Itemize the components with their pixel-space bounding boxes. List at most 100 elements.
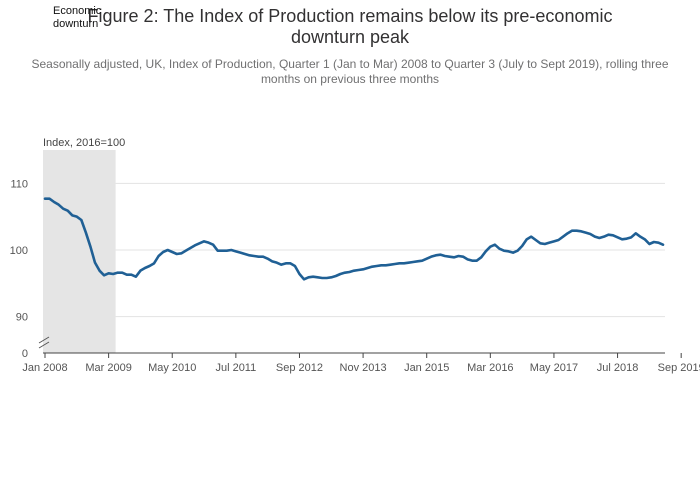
data-point: [625, 237, 627, 239]
data-point: [648, 243, 650, 245]
data-point: [294, 265, 296, 267]
data-point: [262, 255, 264, 257]
data-point: [189, 247, 191, 249]
data-point: [235, 250, 237, 252]
y-axis-label: Index, 2016=100: [43, 137, 125, 149]
data-point: [153, 262, 155, 264]
y-tick-label-100: 100: [10, 245, 28, 257]
data-point: [553, 240, 555, 242]
data-point: [630, 236, 632, 238]
data-point: [321, 277, 323, 279]
axis-break-mark-1: [38, 336, 50, 344]
chart-title-line-2: downturn peak: [290, 27, 410, 47]
data-point: [376, 265, 378, 267]
data-point: [389, 263, 391, 265]
x-tick-label-9: Jul 2018: [597, 362, 639, 374]
data-point: [644, 238, 646, 240]
data-point: [148, 265, 150, 267]
data-point: [103, 274, 105, 276]
data-point: [416, 260, 418, 262]
data-point: [85, 231, 87, 233]
y-tick-label-0: 0: [22, 348, 28, 360]
data-point: [653, 241, 655, 243]
data-point: [271, 260, 273, 262]
data-point: [462, 255, 464, 257]
data-point: [471, 259, 473, 261]
data-point: [117, 271, 119, 273]
economic-downturn-shading: [43, 150, 116, 353]
data-point: [453, 256, 455, 258]
data-point: [421, 259, 423, 261]
data-point: [276, 261, 278, 263]
shaded-region-label: Economic downturn: [53, 5, 102, 30]
data-point: [598, 237, 600, 239]
data-point: [230, 249, 232, 251]
data-point: [525, 238, 527, 240]
data-point: [353, 269, 355, 271]
data-point: [457, 255, 459, 257]
data-point: [248, 254, 250, 256]
data-point: [212, 243, 214, 245]
chart-title: Figure 2: The Index of Production remain…: [0, 6, 700, 48]
data-point: [344, 271, 346, 273]
data-point: [107, 272, 109, 274]
data-point: [239, 251, 241, 253]
data-point: [562, 235, 564, 237]
data-point: [226, 249, 228, 251]
x-tick-label-0: Jan 2008: [22, 362, 67, 374]
data-point: [135, 275, 137, 277]
series-line-index-of-production: [43, 197, 665, 281]
data-point: [507, 250, 509, 252]
data-point: [216, 249, 218, 251]
data-point: [112, 273, 114, 275]
data-point: [589, 233, 591, 235]
data-point: [98, 269, 100, 271]
data-point: [162, 251, 164, 253]
data-point: [171, 251, 173, 253]
data-point: [335, 275, 337, 277]
data-point: [303, 278, 305, 280]
data-point: [539, 242, 541, 244]
x-tick-label-1: Mar 2009: [85, 362, 131, 374]
data-point: [662, 243, 664, 245]
axes: 110 100 90 0 Jan 2008 Mar 2009 May 2010 Jul 201…: [10, 178, 700, 374]
data-point: [498, 247, 500, 249]
data-point: [144, 267, 146, 269]
x-tick-label-2: May 2010: [148, 362, 196, 374]
data-point: [548, 241, 550, 243]
data-point: [76, 215, 78, 217]
data-point: [166, 249, 168, 251]
data-point: [57, 203, 59, 205]
data-point: [594, 235, 596, 237]
x-tick-label-4: Sep 2012: [276, 362, 323, 374]
data-point: [130, 273, 132, 275]
data-point: [71, 214, 73, 216]
data-point: [207, 241, 209, 243]
data-points: [44, 197, 664, 280]
data-point: [494, 243, 496, 245]
data-point: [407, 261, 409, 263]
chart-title-line-1: Figure 2: The Index of Production remain…: [87, 6, 613, 26]
data-point: [475, 259, 477, 261]
data-point: [385, 264, 387, 266]
data-point: [412, 261, 414, 263]
data-point: [607, 233, 609, 235]
data-point: [289, 262, 291, 264]
data-point: [194, 244, 196, 246]
data-point: [244, 253, 246, 255]
data-point: [307, 276, 309, 278]
y-tick-label-110: 110: [10, 178, 28, 190]
data-point: [439, 253, 441, 255]
data-point: [403, 262, 405, 264]
data-point: [489, 245, 491, 247]
data-point: [398, 262, 400, 264]
data-point: [126, 273, 128, 275]
data-point: [316, 276, 318, 278]
x-tick-label-5: Nov 2013: [340, 362, 387, 374]
y-tick-label-90: 90: [16, 312, 28, 324]
data-point: [266, 257, 268, 259]
data-point: [48, 197, 50, 199]
data-point: [348, 271, 350, 273]
data-point: [566, 232, 568, 234]
